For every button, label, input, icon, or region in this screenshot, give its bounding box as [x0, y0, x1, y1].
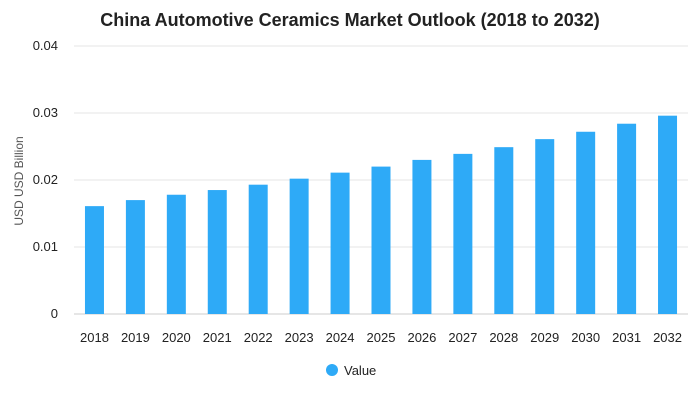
y-tick-label: 0.01 — [33, 239, 58, 254]
bar-2030[interactable] — [576, 131, 596, 314]
x-tick-label: 2021 — [203, 330, 232, 345]
x-tick-label: 2031 — [612, 330, 641, 345]
x-tick-label: 2025 — [367, 330, 396, 345]
bar-2032[interactable] — [658, 115, 678, 315]
bar-2029[interactable] — [535, 139, 555, 314]
bar-2018[interactable] — [84, 206, 104, 314]
bar-2022[interactable] — [248, 184, 268, 314]
x-tick-label: 2027 — [448, 330, 477, 345]
x-tick-label: 2022 — [244, 330, 273, 345]
x-tick-label: 2029 — [530, 330, 559, 345]
x-tick-label: 2032 — [653, 330, 682, 345]
bar-2023[interactable] — [289, 178, 309, 314]
bar-2026[interactable] — [412, 159, 432, 314]
x-axis-ticks: 2018 2019 2020 2021 2022 2023 2024 2025 2026 2027… — [80, 330, 682, 345]
bar-2020[interactable] — [166, 194, 186, 314]
x-tick-label: 2023 — [285, 330, 314, 345]
y-axis-label: USD USD Billion — [12, 136, 26, 225]
y-tick-label: 0.02 — [33, 172, 58, 187]
x-tick-label: 2024 — [326, 330, 355, 345]
x-tick-label: 2030 — [571, 330, 600, 345]
y-tick-label: 0.03 — [33, 105, 58, 120]
chart-title: China Automotive Ceramics Market Outlook… — [100, 10, 599, 30]
legend[interactable]: Value — [326, 363, 376, 378]
bar-2024[interactable] — [330, 172, 350, 314]
y-tick-label: 0 — [51, 306, 58, 321]
x-tick-label: 2028 — [489, 330, 518, 345]
bar-2019[interactable] — [125, 200, 145, 314]
bars — [84, 115, 678, 315]
y-tick-label: 0.04 — [33, 38, 58, 53]
legend-label-value: Value — [344, 363, 376, 378]
x-tick-label: 2018 — [80, 330, 109, 345]
bar-2025[interactable] — [371, 166, 391, 314]
x-tick-label: 2019 — [121, 330, 150, 345]
x-tick-label: 2026 — [407, 330, 436, 345]
x-tick-label: 2020 — [162, 330, 191, 345]
bar-2031[interactable] — [617, 123, 637, 314]
legend-swatch-value — [326, 364, 338, 376]
bar-2028[interactable] — [494, 147, 514, 314]
bar-2027[interactable] — [453, 153, 473, 314]
bar-2021[interactable] — [207, 190, 227, 314]
y-axis-ticks: 0 0.01 0.02 0.03 0.04 — [33, 38, 58, 321]
